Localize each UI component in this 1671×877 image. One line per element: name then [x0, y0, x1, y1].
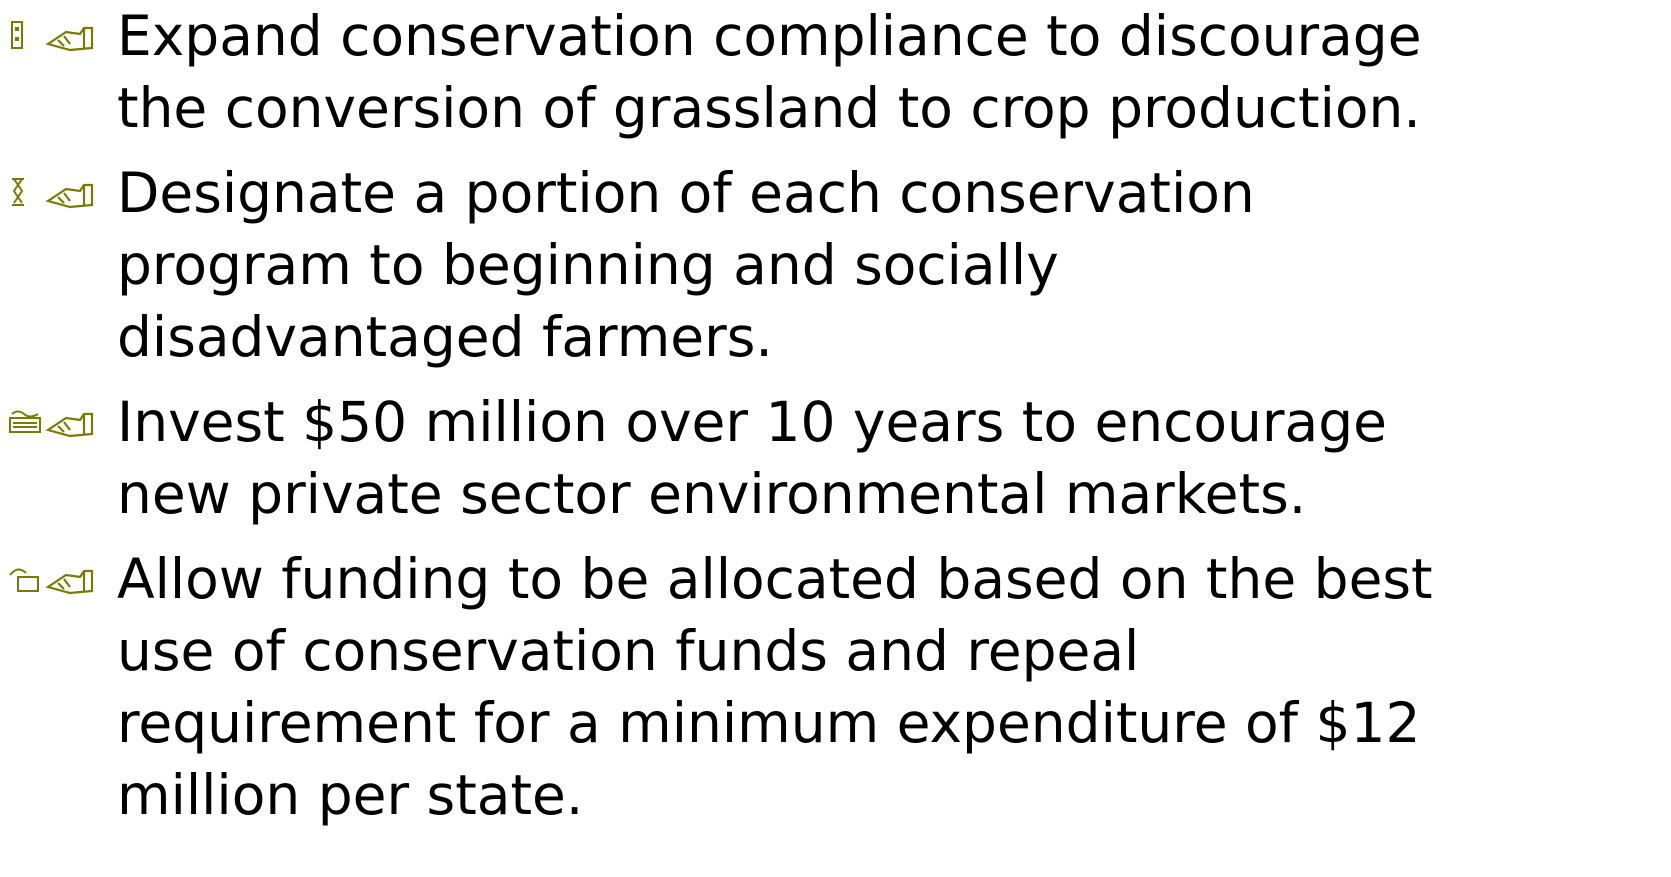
bullet-item: Expand conservation compliance to discou… [0, 0, 1671, 144]
bullet-text: Expand conservation compliance to discou… [117, 4, 1422, 68]
bullet-list: Expand conservation compliance to discou… [0, 0, 1671, 831]
bullet-text: use of conservation funds and repeal [117, 619, 1140, 683]
bullet-icon [9, 568, 94, 595]
bullet-icon [9, 410, 94, 438]
bullet-item: Designate a portion of each conservation… [0, 157, 1671, 373]
bullet-text: Allow funding to be allocated based on t… [117, 547, 1433, 611]
bullet-text: Invest $50 million over 10 years to enco… [117, 390, 1387, 454]
bullet-text: new private sector environmental markets… [117, 462, 1307, 526]
bullet-text: the conversion of grassland to crop prod… [117, 76, 1421, 140]
bullet-item: Invest $50 million over 10 years to enco… [0, 386, 1671, 530]
bullet-text: Designate a portion of each conservation [117, 161, 1255, 225]
bullet-icon [12, 178, 94, 209]
bullet-icon [11, 21, 94, 52]
bullet-text: disadvantaged farmers. [117, 305, 773, 369]
bullet-text: requirement for a minimum expenditure of… [117, 691, 1421, 755]
bullet-item: Allow funding to be allocated based on t… [0, 543, 1671, 831]
bullet-text: million per state. [117, 763, 584, 827]
bullet-text: program to beginning and socially [117, 233, 1059, 297]
